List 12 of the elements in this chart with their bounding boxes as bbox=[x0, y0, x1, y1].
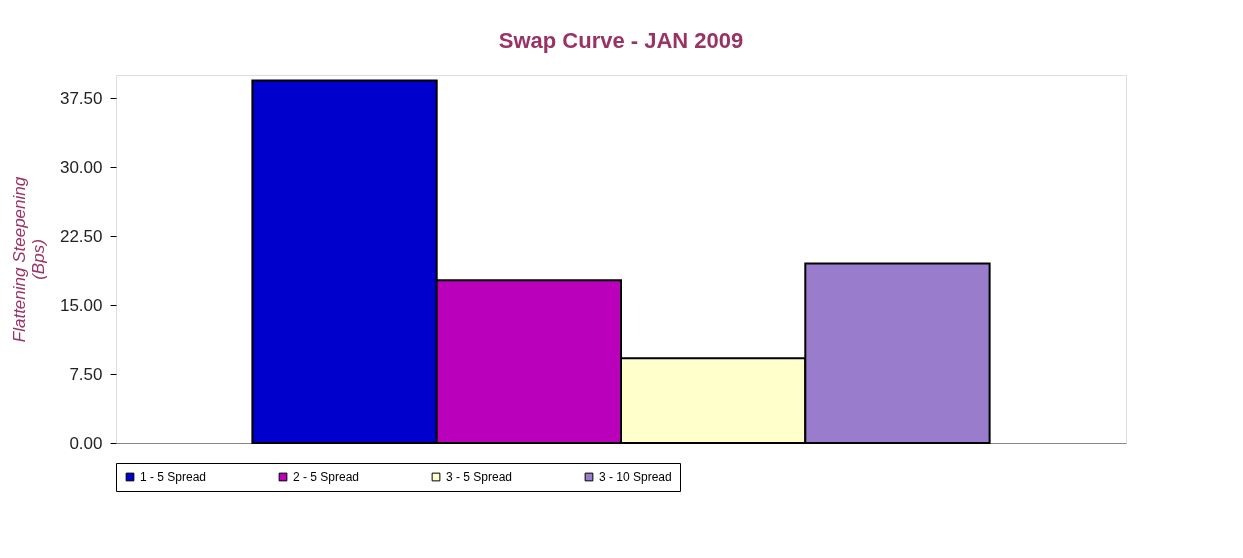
y-tick-label: 0.00 bbox=[69, 433, 103, 453]
legend-label: 2 - 5 Spread bbox=[293, 470, 360, 484]
y-axis-title: Flattening Steepening (Bps) bbox=[9, 176, 48, 343]
legend-label: 3 - 10 Spread bbox=[599, 470, 672, 484]
legend-label: 1 - 5 Spread bbox=[140, 470, 207, 484]
legend-label: 3 - 5 Spread bbox=[446, 470, 513, 484]
y-tick-label: 30.00 bbox=[59, 157, 103, 177]
y-tick-label: 37.50 bbox=[59, 88, 103, 108]
y-tick-label: 22.50 bbox=[59, 226, 103, 246]
y-tick-label: 15.00 bbox=[59, 295, 103, 315]
chart-title: Swap Curve - JAN 2009 bbox=[498, 28, 744, 53]
y-tick-label: 7.50 bbox=[69, 364, 103, 384]
